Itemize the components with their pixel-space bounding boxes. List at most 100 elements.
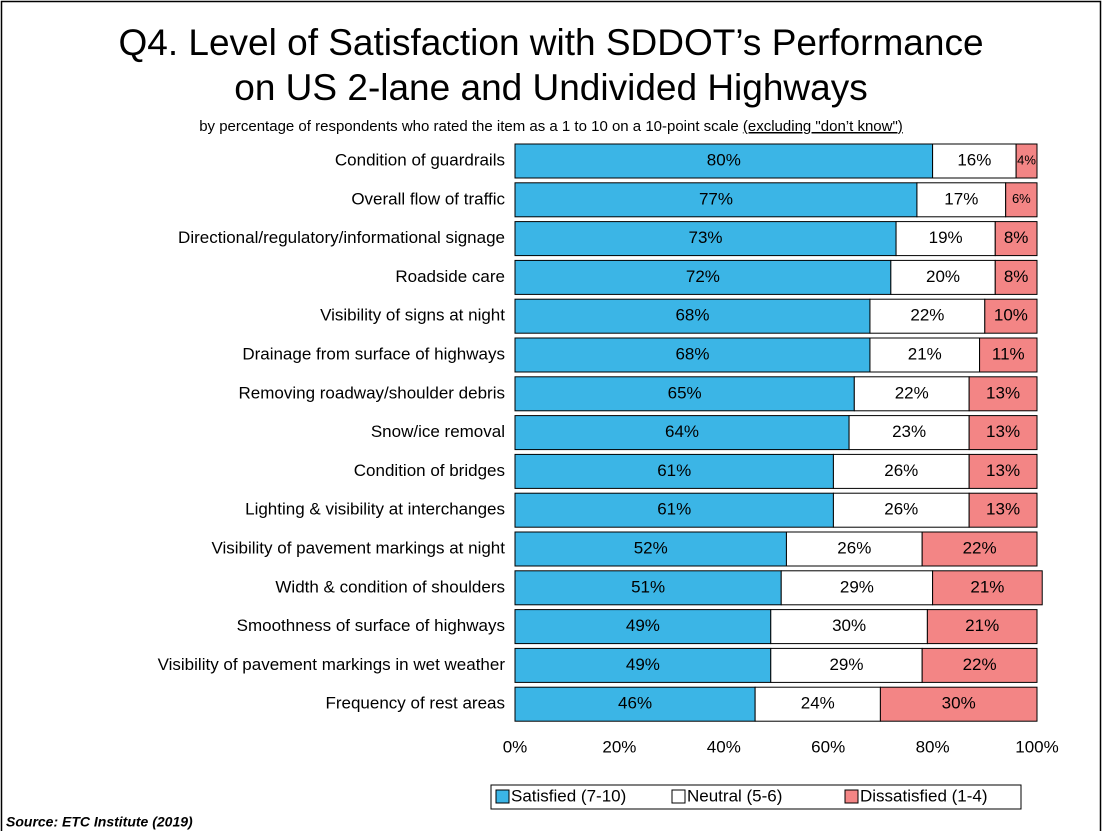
value-label: 65% [668,383,702,402]
value-label: 22% [963,655,997,674]
bar-segment [926,609,1038,645]
bar-segment [916,182,1007,218]
value-label: 6% [1012,191,1031,206]
value-label: 8% [1004,228,1029,247]
x-tick-label: 20% [602,738,636,757]
value-label: 26% [884,500,918,519]
x-tick-label: 100% [1015,738,1058,757]
bar-segment [785,531,923,567]
category-label: Frequency of rest areas [325,694,505,713]
bar-segment [968,415,1038,451]
value-label: 26% [837,538,871,557]
value-label: 21% [970,577,1004,596]
category-label: Removing roadway/shoulder debris [239,383,505,402]
subtitle-text: by percentage of respondents who rated t… [199,118,739,135]
bar-segment [514,182,918,218]
chart-title: on US 2-lane and Undivided Highways [234,67,867,108]
value-label: 49% [626,616,660,635]
value-label: 21% [908,344,942,363]
category-label: Visibility of pavement markings in wet w… [158,655,506,674]
value-label: 72% [686,267,720,286]
bar-segment [921,647,1038,683]
value-label: 11% [992,344,1025,363]
bar-segment [994,259,1038,295]
category-label: Roadside care [395,267,505,286]
legend-label: Dissatisfied (1-4) [860,786,988,805]
bar-segment [1005,182,1038,218]
value-label: 46% [618,694,652,713]
value-label: 13% [986,461,1020,480]
value-label: 49% [626,655,660,674]
legend-swatch [495,789,510,804]
bar-segment [968,453,1038,489]
bar-segment [968,492,1038,528]
bar-segment [514,298,871,334]
bar-segment [514,531,787,567]
category-label: Width & condition of shoulders [275,577,505,596]
value-label: 77% [699,189,733,208]
bar-segment [770,647,923,683]
bar-segment [514,647,772,683]
value-label: 30% [832,616,866,635]
bar-segment [890,259,996,295]
value-label: 51% [631,577,665,596]
value-label: 80% [707,150,741,169]
value-label: 23% [892,422,926,441]
subtitle: by percentage of respondents who rated t… [199,118,903,135]
value-label: 64% [665,422,699,441]
value-label: 13% [986,500,1020,519]
value-label: 17% [944,189,978,208]
bar-segment [754,686,881,722]
bar-segment [921,531,1038,567]
x-tick-label: 0% [503,738,528,757]
value-label: 10% [994,306,1028,325]
bar-segment [984,298,1038,334]
value-label: 21% [965,616,999,635]
value-label: 24% [801,694,835,713]
bar-segment [514,221,897,257]
category-label: Overall flow of traffic [351,189,505,208]
category-label: Condition of guardrails [335,150,505,169]
category-label: Drainage from surface of highways [242,344,505,363]
value-label: 68% [675,344,709,363]
source: Source: ETC Institute (2019) [6,814,193,830]
value-label: 26% [884,461,918,480]
legend-label: Neutral (5-6) [687,786,782,805]
value-label: 16% [957,150,991,169]
x-tick-label: 40% [707,738,741,757]
bar-segment [932,143,1017,179]
value-label: 13% [986,383,1020,402]
chart-title: Q4. Level of Satisfaction with SDDOT’s P… [118,22,983,63]
legend-swatch [671,789,686,804]
bar-segment [979,337,1038,373]
value-label: 22% [910,306,944,325]
bar-segment [514,686,756,722]
bar-segment [514,609,772,645]
legend-swatch [844,789,859,804]
bar-segment [869,298,986,334]
bar-segment [968,376,1038,412]
value-label: 52% [634,538,668,557]
value-label: 8% [1004,267,1029,286]
bar-segment [514,415,850,451]
value-label: 22% [895,383,929,402]
category-label: Lighting & visibility at interchanges [245,500,505,519]
value-label: 19% [929,228,963,247]
value-label: 61% [657,500,691,519]
value-label: 13% [986,422,1020,441]
category-label: Visibility of pavement markings at night [211,538,505,557]
bar-segment [514,259,892,295]
value-label: 30% [942,694,976,713]
bar-segment [932,570,1043,606]
subtitle-note: (excluding "don’t know") [743,118,903,135]
value-label: 29% [829,655,863,674]
legend-label: Satisfied (7-10) [511,786,626,805]
value-label: 4% [1017,152,1036,167]
legend-box [490,784,1022,810]
category-label: Smoothness of surface of highways [237,616,505,635]
bar-segment [514,376,855,412]
value-label: 73% [689,228,723,247]
category-label: Condition of bridges [354,461,505,480]
